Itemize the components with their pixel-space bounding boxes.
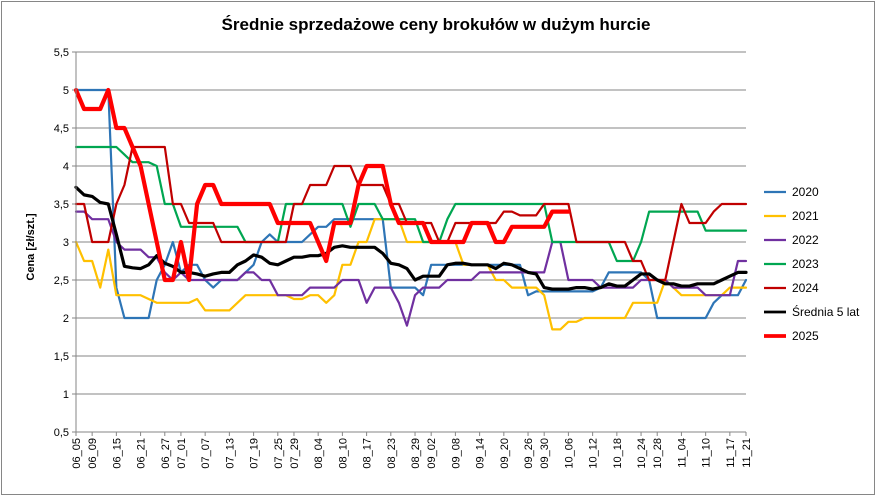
legend-label-2: 2022 [792,233,819,247]
y-axis-label: Cena [zł/szt.] [25,213,37,281]
x-tick-label: 10_18 [612,438,624,469]
series-line-6 [73,87,571,283]
x-tick-label: 09_08 [450,438,462,469]
x-tick-label: 08_04 [313,438,325,469]
y-tick-label: 3 [63,237,69,249]
x-tick-label: 06_09 [87,438,99,469]
y-tick-label: 2,5 [54,275,69,287]
x-tick-label: 09_20 [499,438,511,469]
x-tick-label: 07_01 [176,438,188,469]
y-tick-label: 4 [63,161,69,173]
x-tick-label: 07_29 [289,438,301,469]
x-tick-label: 11_04 [676,438,688,468]
legend-label-1: 2021 [792,209,819,223]
y-tick-label: 2 [63,313,69,325]
x-tick-label: 09_02 [426,438,438,469]
x-tick-label: 08_10 [337,438,349,469]
x-tick-label: 09_26 [523,438,535,469]
x-tick-label: 06_27 [160,438,172,469]
legend-label-4: 2024 [792,281,819,295]
series-line-3 [74,145,748,263]
y-tick-label: 1 [63,389,69,401]
x-tick-label: 10_12 [588,438,600,469]
x-tick-label: 06_15 [111,438,123,469]
series-line-1 [74,218,748,331]
x-tick-label: 08_23 [386,438,398,469]
y-tick-label: 5 [63,85,69,97]
x-tick-label: 10_06 [563,438,575,469]
y-tick-label: 4,5 [54,123,69,135]
legend-label-5: Średnia 5 lat [792,304,860,319]
x-tick-label: 10_24 [636,438,648,469]
x-tick-label: 07_13 [224,438,236,469]
legend-label-6: 2025 [792,329,819,343]
x-tick-labels: 06_05 06_09 06_15 06_21 06_27 07_01 07_07 07_13… [71,438,753,469]
legend: 2020 2021 2022 2023 2024 Średnia 5 lat 2025 [764,185,860,343]
x-tick-label: 09_30 [539,438,551,469]
y-tick-label: 3,5 [54,199,69,211]
x-tick-label: 07_07 [200,438,212,469]
series-lines [73,87,748,331]
x-tick-label: 11_17 [725,438,737,468]
x-tick-label: 08_29 [410,438,422,469]
y-tick-label: 0,5 [54,427,69,439]
chart-title: Średnie sprzedażowe ceny brokułów w duży… [222,15,651,34]
x-tick-label: 10_28 [652,438,664,469]
y-tick-label: 5,5 [54,47,69,59]
x-tick-label: 08_17 [362,438,374,469]
legend-label-0: 2020 [792,185,819,199]
x-tick-label: 06_21 [136,438,148,469]
axes [75,52,747,436]
y-tick-label: 1,5 [54,351,69,363]
x-tick-label: 11_21 [741,438,753,468]
x-tick-label: 11_10 [701,438,713,468]
legend-label-3: 2023 [792,257,819,271]
y-tick-labels: 0,5 1 1,5 2 2,5 3 3,5 4 4,5 5 5,5 [54,47,69,439]
series-line-5 [74,185,748,291]
x-tick-label: 06_05 [71,438,83,469]
x-tick-label: 07_25 [273,438,285,469]
x-tick-label: 09_14 [475,438,487,469]
x-tick-label: 07_19 [249,438,261,469]
